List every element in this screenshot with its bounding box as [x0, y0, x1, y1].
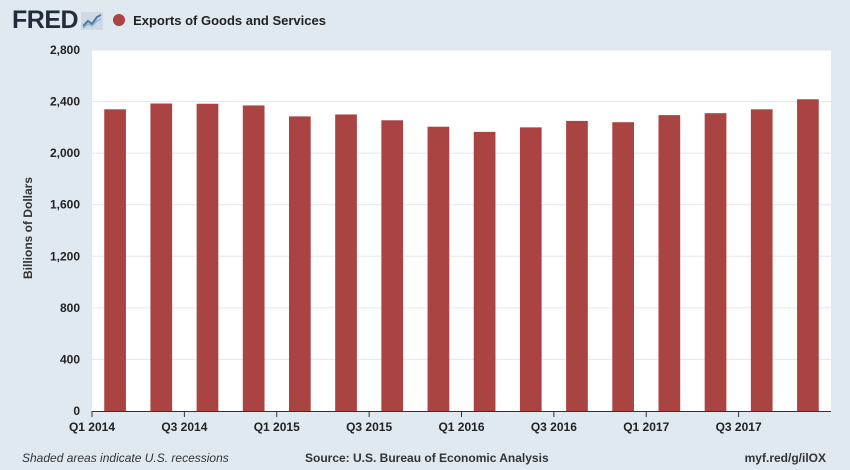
x-tick-label: Q1 2014 [69, 420, 115, 434]
header: FRED Exports of Goods and Services [12, 6, 326, 34]
bar[interactable] [704, 113, 727, 412]
x-tick-label: Q3 2015 [346, 420, 392, 434]
x-tick-label: Q1 2017 [623, 420, 669, 434]
x-tick-label: Q1 2016 [438, 420, 484, 434]
bar[interactable] [335, 114, 357, 411]
x-tick-label: Q3 2016 [531, 420, 577, 434]
bar[interactable] [427, 126, 450, 412]
x-tick-label: Q1 2015 [254, 420, 300, 434]
y-tick-label: 1,200 [50, 249, 80, 263]
bar[interactable] [288, 116, 311, 411]
bar[interactable] [473, 131, 496, 412]
source-note: Source: U.S. Bureau of Economic Analysis [305, 451, 549, 465]
bar[interactable] [196, 103, 219, 411]
bar[interactable] [612, 122, 635, 411]
y-tick-label: 2,000 [50, 146, 80, 160]
x-tick-label: Q3 2014 [161, 420, 207, 434]
fred-logo-chart-icon [81, 12, 104, 30]
fred-logo[interactable]: FRED [12, 5, 79, 34]
bar[interactable] [104, 109, 126, 412]
bar[interactable] [797, 99, 819, 411]
y-tick-label: 400 [60, 352, 80, 366]
y-tick-label: 2,800 [50, 43, 80, 57]
y-tick-label: 1,600 [50, 198, 80, 212]
bar[interactable] [750, 109, 773, 412]
bar[interactable] [150, 103, 173, 411]
short-link[interactable]: myf.red/g/ilOX [744, 451, 826, 465]
legend[interactable]: Exports of Goods and Services [113, 13, 326, 28]
y-tick-label: 2,400 [50, 95, 80, 109]
bar[interactable] [566, 120, 588, 412]
bar[interactable] [519, 127, 542, 411]
recession-note: Shaded areas indicate U.S. recessions [22, 451, 229, 465]
y-tick-label: 800 [60, 301, 80, 315]
legend-label: Exports of Goods and Services [133, 12, 326, 28]
bar[interactable] [242, 105, 265, 412]
legend-marker [113, 14, 126, 26]
x-tick-label: Q3 2017 [716, 420, 762, 434]
y-tick-label: 0 [73, 404, 80, 418]
bar[interactable] [381, 120, 404, 411]
bar[interactable] [658, 115, 681, 412]
